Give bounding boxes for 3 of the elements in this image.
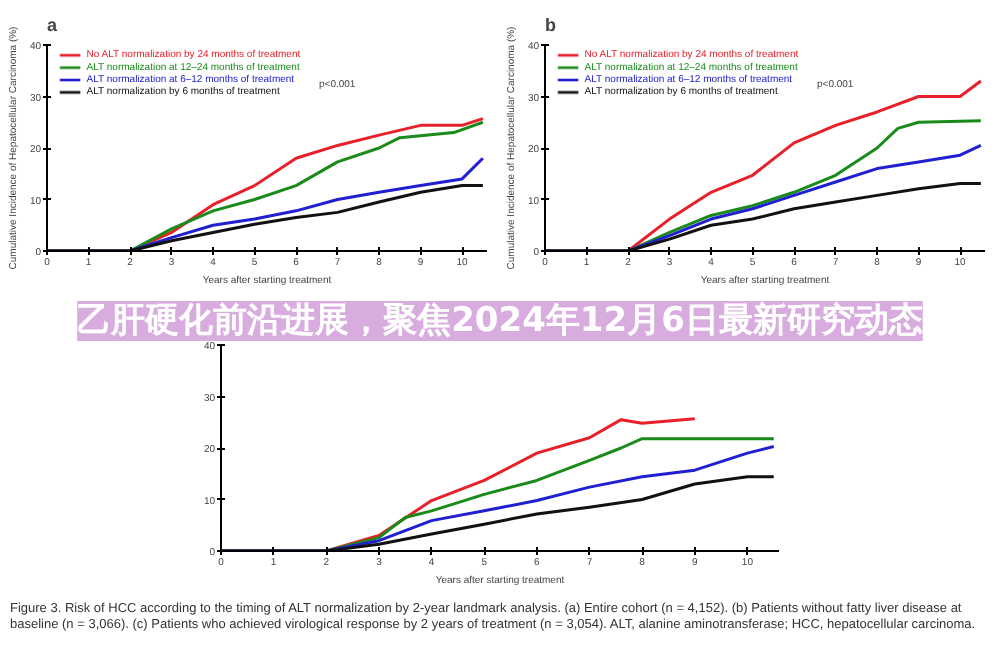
chart-title: a [47, 15, 59, 35]
chart-title: b [545, 15, 557, 35]
chart-title: 乙肝硬化前沿进展，聚焦2024年12月6日最新研究动态 [77, 301, 923, 341]
